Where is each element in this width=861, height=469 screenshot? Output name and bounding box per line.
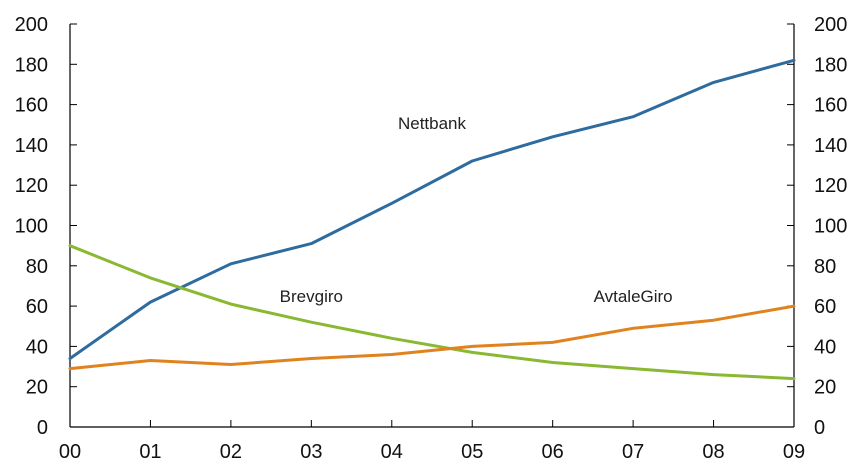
x-tick-label: 02 [220, 441, 242, 463]
x-tick-label: 09 [783, 441, 805, 463]
series-line-brevgiro [68, 244, 796, 381]
x-tick-label: 08 [702, 441, 724, 463]
series-lines [68, 58, 796, 381]
y-tick-label-right: 60 [814, 296, 836, 318]
x-tick-label: 06 [542, 441, 564, 463]
y-tick-label-right: 40 [814, 336, 836, 358]
y-tick-label-left: 0 [37, 417, 48, 439]
y-tick-label-left: 60 [26, 296, 48, 318]
y-tick-label-right: 160 [814, 95, 847, 117]
x-tick-label: 04 [381, 441, 403, 463]
y-tick-label-left: 120 [15, 175, 48, 197]
y-tick-label-right: 80 [814, 256, 836, 278]
x-tick-label: 07 [622, 441, 644, 463]
series-label-avtalegiro: AvtaleGiro [594, 287, 673, 306]
y-tick-label-left: 140 [15, 135, 48, 157]
y-tick-label-right: 0 [814, 417, 825, 439]
series-label-nettbank: Nettbank [398, 114, 467, 133]
y-tick-label-right: 200 [814, 14, 847, 36]
y-tick-label-right: 100 [814, 216, 847, 238]
y-tick-label-left: 80 [26, 256, 48, 278]
series-line-avtalegiro [68, 304, 796, 371]
x-tick-label: 00 [59, 441, 81, 463]
y-tick-label-left: 20 [26, 377, 48, 399]
y-tick-label-left: 160 [15, 95, 48, 117]
series-labels: Nettbank Brevgiro AvtaleGiro [280, 114, 673, 306]
x-tick-label: 05 [461, 441, 483, 463]
y-tick-label-right: 140 [814, 135, 847, 157]
series-line-nettbank [68, 58, 796, 360]
y-tick-label-right: 180 [814, 54, 847, 76]
series-label-brevgiro: Brevgiro [280, 287, 343, 306]
y-tick-label-left: 200 [15, 14, 48, 36]
x-tick-label: 01 [139, 441, 161, 463]
x-tick-label: 03 [300, 441, 322, 463]
y-tick-label-left: 100 [15, 216, 48, 238]
y-tick-label-left: 180 [15, 54, 48, 76]
y-tick-label-right: 120 [814, 175, 847, 197]
y-tick-label-left: 40 [26, 336, 48, 358]
y-tick-label-right: 20 [814, 377, 836, 399]
